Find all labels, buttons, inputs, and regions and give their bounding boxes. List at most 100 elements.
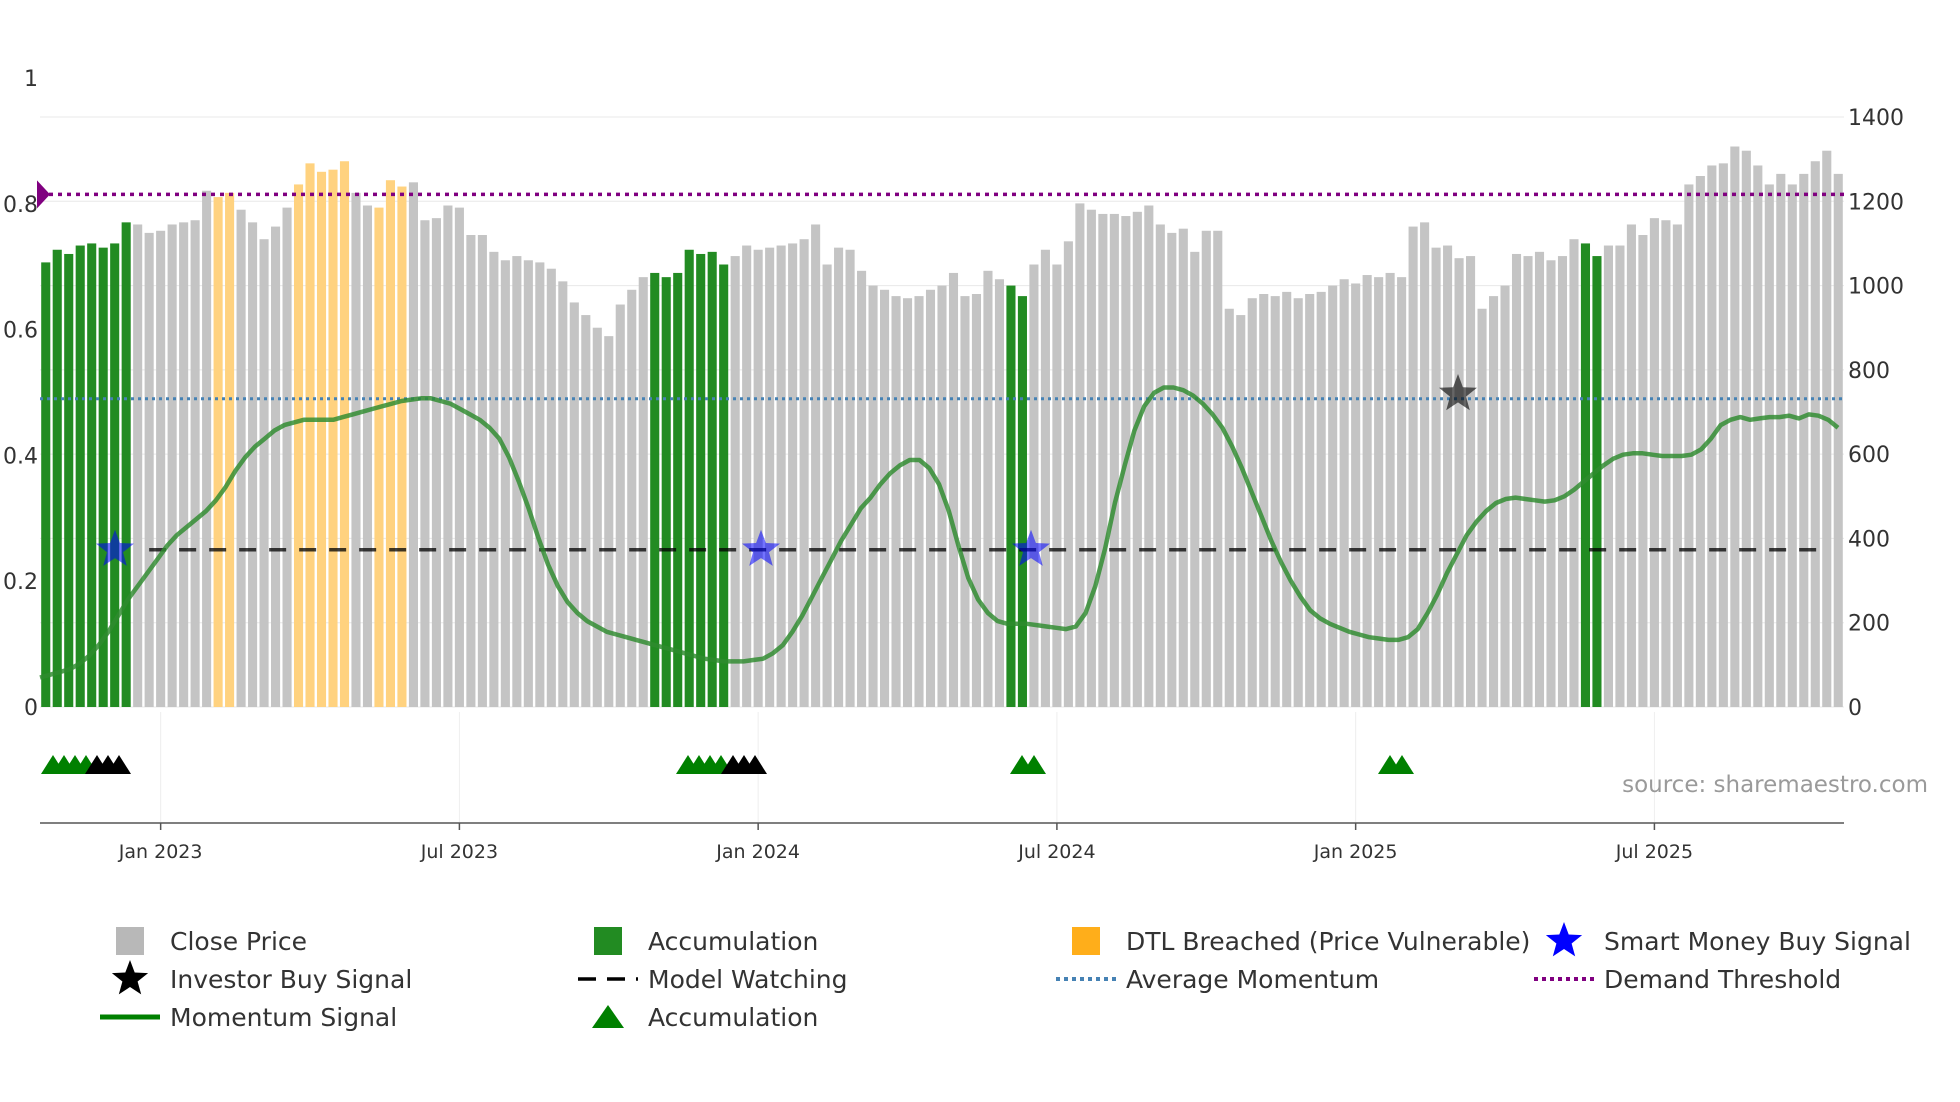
- close-price-bar: [202, 190, 212, 707]
- close-price-bar: [546, 268, 556, 707]
- close-price-bar: [144, 232, 154, 707]
- close-price-bar: [1615, 245, 1625, 708]
- left-tick-label: 0: [24, 696, 38, 721]
- close-price-bar: [960, 296, 970, 707]
- close-price-bar: [1075, 203, 1085, 707]
- source-label: source: sharemaestro.com: [1622, 772, 1928, 798]
- legend-item: Smart Money Buy Signal: [1545, 922, 1911, 957]
- legend-label: Demand Threshold: [1604, 965, 1841, 994]
- legend-swatch: [1545, 922, 1583, 957]
- left-tick-label: 0.6: [3, 319, 38, 344]
- close-price-bar: [1316, 291, 1326, 707]
- close-price-bar: [891, 296, 901, 707]
- close-price-bar: [1822, 150, 1832, 707]
- close-price-bar: [1661, 220, 1671, 707]
- axes: Jan 2023 Jul 2023 Jan 2024 Jul 2024 Jan 2025…: [3, 67, 1904, 863]
- accumulation-bar: [1017, 296, 1027, 707]
- left-tick-label: 0.8: [3, 193, 38, 218]
- close-price-bar: [454, 207, 464, 707]
- close-price-bar: [1052, 264, 1062, 707]
- accumulation-bar: [661, 277, 671, 707]
- x-tick-label: Jul 2024: [1017, 841, 1095, 863]
- legend-label: Average Momentum: [1126, 965, 1379, 994]
- close-price-bar: [742, 245, 752, 708]
- legend-label: Investor Buy Signal: [170, 965, 412, 994]
- accumulation-bar: [41, 262, 51, 707]
- close-price-bar: [1443, 245, 1453, 708]
- legend-label: Momentum Signal: [170, 1003, 397, 1032]
- close-price-bar: [1488, 296, 1499, 707]
- close-price-bar: [1776, 173, 1786, 708]
- dtl-breached-bar: [328, 169, 338, 707]
- close-price-bar: [167, 224, 177, 707]
- legend-label: Model Watching: [648, 965, 848, 994]
- accumulation-bar: [52, 249, 62, 707]
- close-price-bar: [1603, 245, 1613, 708]
- close-price-bar: [431, 218, 441, 707]
- close-price-bar: [925, 289, 936, 707]
- smart-money-buy-signal: [96, 529, 134, 566]
- close-price-bar: [1040, 249, 1050, 707]
- close-price-bar: [1293, 298, 1303, 707]
- smart-money-buy-signal: [742, 529, 780, 566]
- close-price-bar: [1224, 308, 1234, 707]
- close-price-bar: [1787, 184, 1797, 707]
- close-price-bar: [914, 296, 924, 707]
- close-price-bar: [1063, 241, 1073, 708]
- left-tick-label: 0.4: [3, 444, 38, 469]
- close-price-bar: [1431, 247, 1441, 707]
- close-price-bar: [1109, 213, 1119, 707]
- close-price-bar: [1374, 277, 1384, 707]
- close-price-bar: [1569, 239, 1579, 707]
- close-price-bar: [1477, 308, 1487, 707]
- dtl-breached-bar: [305, 163, 315, 707]
- close-price-bar: [765, 247, 775, 707]
- close-price-bar: [1132, 211, 1142, 708]
- close-price-bar: [420, 220, 430, 707]
- x-tick-label: Jan 2023: [118, 841, 203, 863]
- close-price-bar: [1741, 150, 1751, 707]
- legend-swatch: [594, 927, 622, 955]
- accumulation-bar: [87, 243, 97, 707]
- close-price-bar: [133, 224, 143, 707]
- price-bars: [41, 146, 1843, 708]
- close-price-bar: [466, 235, 476, 707]
- accumulation-bar: [696, 253, 706, 707]
- legend-item: Accumulation: [592, 1003, 818, 1032]
- close-price-bar: [1282, 291, 1292, 707]
- legend-label: Smart Money Buy Signal: [1604, 927, 1911, 956]
- right-tick-label: 200: [1848, 612, 1890, 637]
- close-price-bar: [1649, 218, 1659, 707]
- close-price-bar: [1500, 285, 1510, 707]
- legend-item: DTL Breached (Price Vulnerable): [1072, 927, 1530, 956]
- close-price-bar: [615, 304, 625, 707]
- close-price-bar: [1190, 251, 1200, 707]
- dtl-breached-bar: [213, 197, 223, 708]
- close-price-bar: [1351, 283, 1361, 707]
- right-tick-label: 600: [1848, 443, 1890, 468]
- close-price-bar: [902, 298, 913, 707]
- legend-item: Momentum Signal: [100, 1003, 397, 1032]
- close-price-bar: [799, 239, 809, 707]
- close-price-bar: [558, 281, 568, 707]
- right-tick-label: 1200: [1848, 190, 1904, 215]
- close-price-bar: [1420, 222, 1430, 707]
- close-price-bar: [1684, 184, 1694, 707]
- signal-markers: [41, 374, 1477, 774]
- accumulation-bar: [75, 245, 85, 708]
- accumulation-bar: [110, 243, 120, 707]
- dtl-breached-bar: [339, 161, 350, 707]
- close-price-bar: [788, 243, 798, 707]
- right-tick-label: 800: [1848, 359, 1890, 384]
- close-price-bar: [500, 260, 510, 707]
- reference-lines: [37, 180, 1844, 552]
- close-price-bar: [1718, 163, 1728, 707]
- legend-label: Close Price: [170, 927, 307, 956]
- legend-swatch: [116, 927, 144, 955]
- close-price-bar: [1672, 224, 1682, 707]
- close-price-bar: [1098, 213, 1108, 707]
- right-tick-label: 0: [1848, 696, 1862, 721]
- x-tick-label: Jan 2024: [715, 841, 800, 863]
- close-price-bar: [259, 239, 269, 707]
